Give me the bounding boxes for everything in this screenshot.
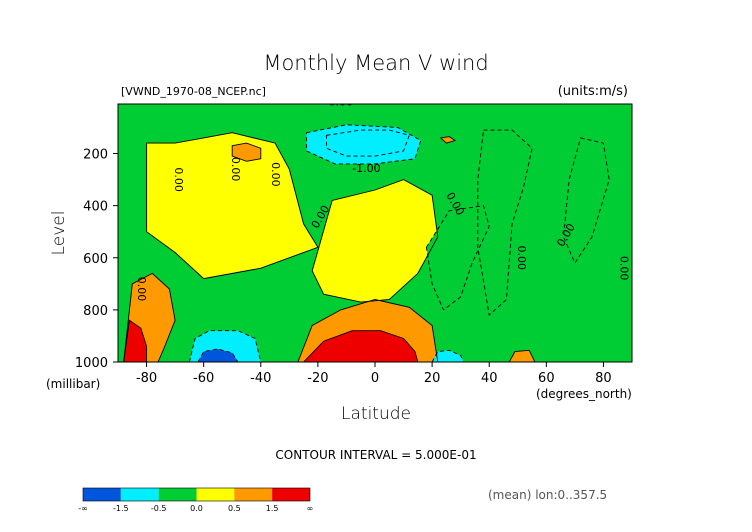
y-tick-label: 200 — [83, 148, 108, 163]
contour-blue-15s-200mb — [326, 129, 410, 157]
x-tick-label: -80 — [136, 371, 157, 386]
colorbar-swatch — [234, 488, 273, 501]
x-tick-label: 60 — [538, 371, 555, 386]
mean-text: (mean) lon:0..357.5 — [488, 488, 607, 502]
contour-interval-text: CONTOUR INTERVAL = 5.000E-01 — [275, 448, 476, 462]
colorbar-swatch — [272, 488, 310, 501]
contour-blue-60s-sfc — [197, 348, 239, 362]
contour-green-80n-band — [563, 137, 610, 264]
colorbar-label: 1.5 — [266, 504, 279, 513]
colorbar-frame — [82, 487, 311, 502]
contour-orange-25n-200mb — [439, 136, 457, 144]
x-tick-label: 80 — [595, 371, 612, 386]
colorbar-swatch — [196, 488, 235, 501]
contour-cyan-25n-sfc — [431, 349, 464, 362]
contour-yellow-equator-mid — [311, 179, 439, 303]
region-orange-60s-200mb — [232, 143, 261, 162]
contour-label: 0.00 — [229, 157, 242, 182]
y-tick-label: 400 — [83, 200, 108, 215]
colorbar-label: -∞ — [78, 504, 88, 513]
contour-label: 0.00 — [172, 167, 185, 192]
x-tick-label: 20 — [424, 371, 441, 386]
region-green-50n-column — [477, 130, 533, 316]
contour-label: 0.00 — [328, 95, 353, 108]
colorbar-label: 0.0 — [190, 504, 203, 513]
x-tick-label: 0 — [371, 371, 379, 386]
contour-label: -1.00 — [352, 162, 380, 175]
colorbar-swatch — [83, 488, 121, 501]
y-axis-label: Level — [49, 211, 69, 256]
region-yellow-sh-band — [146, 132, 318, 279]
contour-red-equator-sfc — [302, 330, 419, 362]
contour-orange-80s-sfc — [123, 272, 176, 362]
contour-orange-50n-sfc — [508, 349, 536, 362]
contour-cyan-60s-sfc — [188, 330, 262, 362]
contour-green-50n-column — [477, 129, 533, 316]
colorbar-swatch — [120, 488, 159, 501]
region-cyan-15s-200mb — [306, 124, 421, 164]
colorbar-label: ∞ — [307, 504, 314, 513]
x-tick-label: 40 — [481, 371, 498, 386]
y-tick-label: 600 — [83, 252, 108, 267]
region-green-80n-band — [563, 137, 610, 263]
contour-label: 0.00 — [515, 246, 528, 271]
contour-label: 0.00 — [618, 256, 631, 281]
contour-orange-60s-200mb — [231, 142, 262, 162]
units-label: (units:m/s) — [558, 84, 628, 99]
x-tick-label: -60 — [193, 371, 214, 386]
colorbar-swatch — [158, 488, 197, 501]
contour-red-80s-sfc — [123, 319, 148, 362]
colorbar-label: -1.5 — [113, 504, 129, 513]
colorbar: -∞ -1.5 -0.5 0.0 0.5 1.5 ∞ — [78, 487, 314, 513]
x-axis-label: Latitude — [341, 404, 411, 424]
colorbar-label: 0.5 — [228, 504, 241, 513]
y-unit-label: (millibar) — [46, 377, 100, 391]
contour-cyan-15s-200mb — [306, 124, 422, 165]
y-tick-label: 800 — [83, 304, 108, 319]
file-label: [VWND_1970-08_NCEP.nc] — [121, 85, 266, 98]
region-green-20n-column — [426, 205, 490, 310]
region-red-80s-sfc — [123, 320, 147, 362]
contour-label: 0.00 — [269, 162, 282, 187]
y-tick-label: 1000 — [75, 356, 108, 371]
contour-label: 0.00 — [135, 277, 148, 302]
region-blue-60s-sfc — [198, 349, 238, 362]
x-tick-label: -20 — [307, 371, 328, 386]
contour-yellow-sh-band — [146, 132, 319, 280]
chart-title: Monthly Mean V wind — [263, 51, 488, 75]
region-orange-50n-sfc — [509, 350, 535, 362]
x-unit-label: (degrees_north) — [536, 387, 632, 401]
colorbar-label: -0.5 — [151, 504, 167, 513]
contour-orange-equator-sfc — [297, 299, 439, 362]
region-yellow-equator-mid — [312, 179, 438, 303]
x-tick-label: -40 — [250, 371, 271, 386]
